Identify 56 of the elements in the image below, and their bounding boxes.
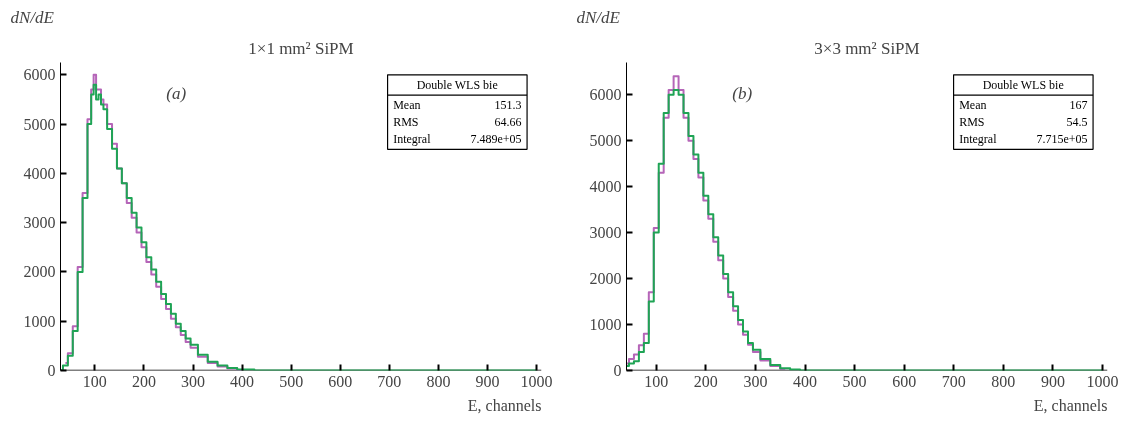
x-tick-label: 800 [426,372,451,390]
x-tick-label: 600 [328,372,353,390]
annotation: 167 [1069,98,1088,113]
annotation: Double WLS bie [982,77,1064,92]
y-tick-label: 5000 [589,132,622,150]
x-tick-label: 700 [941,372,966,390]
y-tick-label: 3000 [23,214,56,232]
annotation: 64.66 [494,115,522,130]
y-tick-label: 1000 [589,316,622,334]
y-tick-label: 5000 [23,115,56,133]
x-tick-label: 800 [991,372,1016,390]
x-tick-label: 100 [82,372,107,390]
y-tick-label: 0 [613,362,622,379]
x-tick-label: 300 [181,372,206,390]
y-tick-label: 6000 [589,86,622,104]
annotation: 54.5 [1066,115,1088,130]
annotation: (a) [166,83,187,103]
annotation: 151.3 [494,98,522,113]
x-tick-label: 400 [793,372,818,390]
annotation: (b) [732,83,753,103]
y-axis-title: dN/dE [10,7,55,27]
x-axis-title: E, channels [467,396,542,414]
x-tick-label: 500 [842,372,867,390]
y-tick-label: 3000 [589,224,622,242]
y-axis-title: dN/dE [576,7,621,27]
y-tick-label: 2000 [23,263,56,281]
annotation: Integral [959,132,998,147]
annotation: RMS [959,115,985,130]
y-tick-label: 4000 [589,178,622,196]
x-tick-label: 300 [743,372,768,390]
annotation: Mean [959,98,987,113]
y-tick-label: 1000 [23,312,56,330]
x-tick-label: 500 [279,372,304,390]
x-tick-label: 400 [230,372,255,390]
x-tick-label: 1000 [520,372,553,390]
x-tick-label: 700 [377,372,402,390]
y-tick-label: 6000 [23,66,56,84]
x-tick-label: 200 [693,372,718,390]
y-tick-label: 4000 [23,164,56,182]
annotation: 7.715e+05 [1036,132,1088,147]
x-tick-label: 900 [475,372,500,390]
y-tick-label: 2000 [589,270,622,288]
x-tick-label: 600 [892,372,917,390]
x-tick-label: 900 [1040,372,1065,390]
x-tick-label: 200 [131,372,156,390]
x-tick-label: 100 [644,372,669,390]
y-tick-label: 0 [47,362,56,379]
chart-title: 1×1 mm² SiPM [248,38,354,58]
annotation: 7.489e+05 [470,132,522,147]
x-axis-title: E, channels [1033,396,1108,414]
x-tick-label: 1000 [1086,372,1119,390]
annotation: Double WLS bie [416,77,498,92]
annotation: Integral [393,132,432,147]
chart-title: 3×3 mm² SiPM [814,38,920,58]
annotation: Mean [393,98,421,113]
annotation: RMS [393,115,419,130]
